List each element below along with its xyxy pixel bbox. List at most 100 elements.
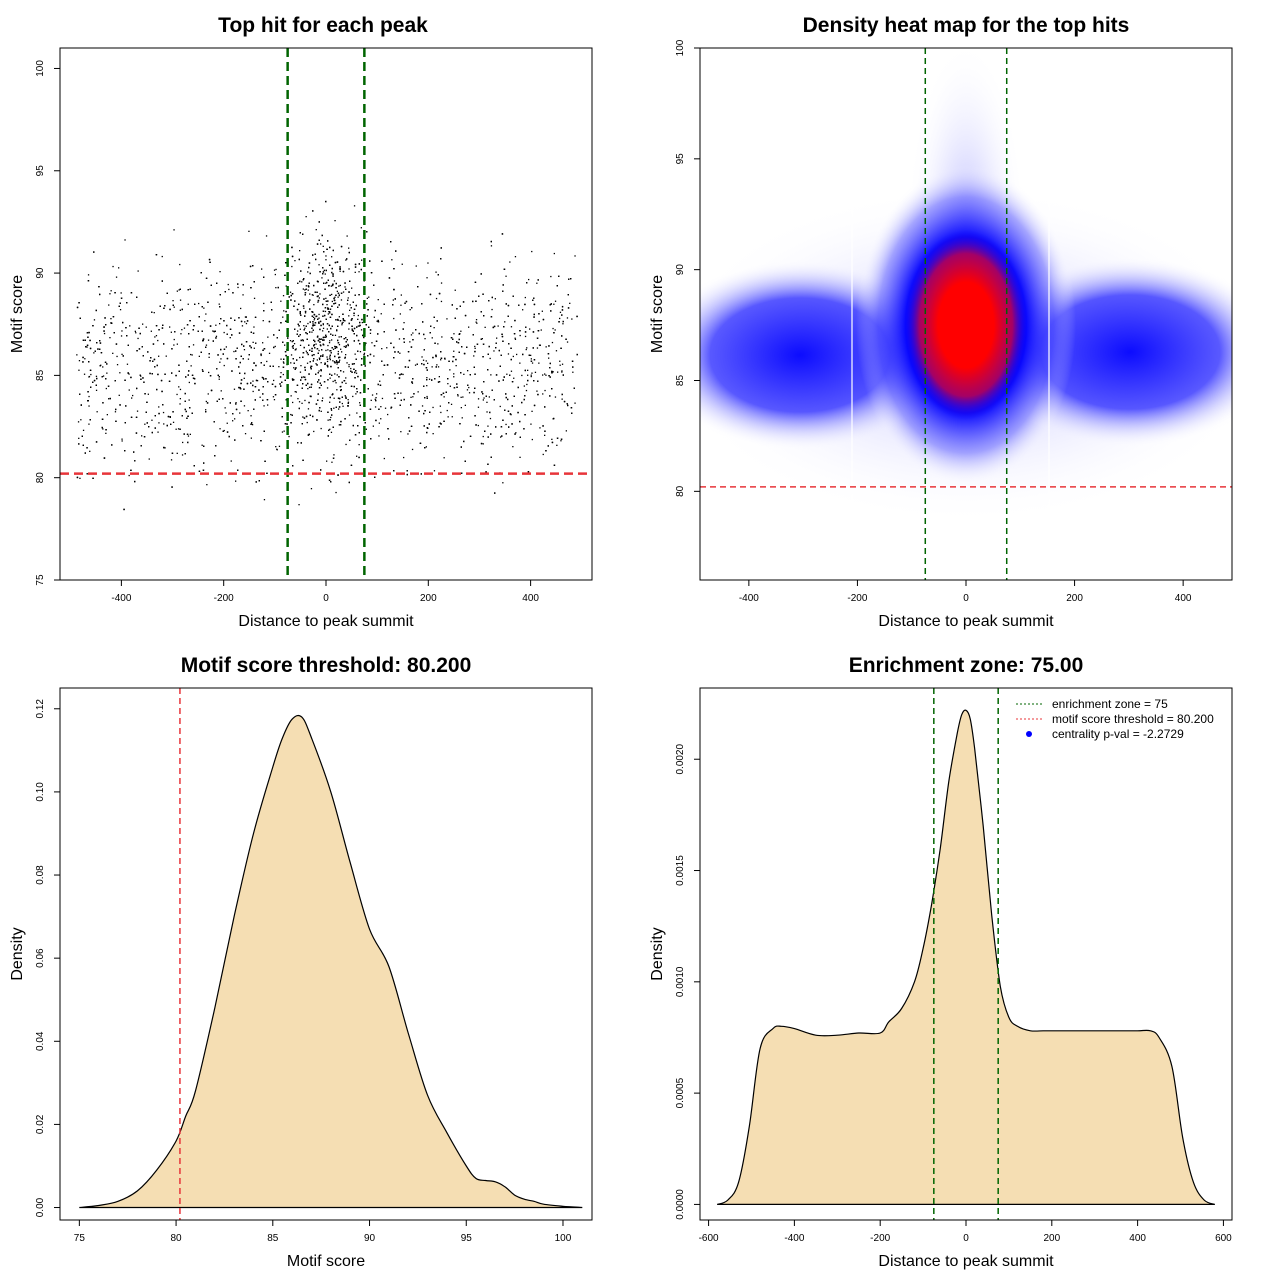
scatter-point xyxy=(376,393,378,395)
scatter-point xyxy=(150,330,152,332)
scatter-point xyxy=(333,280,336,282)
scatter-point xyxy=(528,354,530,356)
scatter-point xyxy=(146,401,148,403)
scatter-point xyxy=(398,338,401,340)
scatter-point xyxy=(309,299,311,301)
scatter-point xyxy=(328,331,330,333)
scatter-point xyxy=(549,376,551,378)
scatter-point xyxy=(447,378,449,380)
scatter-point xyxy=(188,399,190,401)
scatter-point xyxy=(335,406,337,408)
scatter-point xyxy=(166,292,168,294)
scatter-point xyxy=(351,363,354,365)
scatter-point xyxy=(317,399,319,401)
scatter-point xyxy=(337,342,340,344)
scatter-point xyxy=(95,309,97,312)
scatter-point xyxy=(158,422,160,424)
scatter-point xyxy=(299,356,301,359)
scatter-point xyxy=(172,300,174,302)
scatter-point xyxy=(523,398,525,401)
scatter-point xyxy=(531,438,533,441)
scatter-point xyxy=(245,322,248,325)
scatter-point xyxy=(120,297,123,299)
scatter-point xyxy=(334,379,336,382)
scatter-y-label: Motif score xyxy=(9,275,26,353)
scatter-point xyxy=(92,325,94,327)
y-tick-label: 95 xyxy=(675,153,686,165)
scatter-point xyxy=(360,227,362,229)
scatter-point xyxy=(239,361,241,364)
scatter-point xyxy=(499,365,501,367)
scatter-point xyxy=(329,294,331,296)
scatter-point xyxy=(284,274,286,276)
scatter-point xyxy=(372,425,374,427)
scatter-point xyxy=(555,350,558,352)
scatter-point xyxy=(524,335,527,338)
scatter-point xyxy=(238,317,240,319)
scatter-point xyxy=(309,321,311,323)
scatter-point xyxy=(486,411,488,413)
scatter-point xyxy=(285,262,287,264)
scatter-point xyxy=(303,325,305,327)
scatter-point xyxy=(151,419,153,421)
scatter-point xyxy=(283,362,285,364)
scatter-point xyxy=(214,330,216,332)
scatter-point xyxy=(317,352,319,354)
scatter-point xyxy=(424,397,426,399)
scatter-point xyxy=(129,325,131,327)
scatter-point xyxy=(344,286,346,288)
scatter-point xyxy=(315,229,317,231)
scatter-point xyxy=(365,324,367,326)
scatter-point xyxy=(263,302,265,305)
scatter-point xyxy=(523,385,525,387)
scatter-point xyxy=(292,358,294,360)
scatter-point xyxy=(487,463,489,465)
scatter-point xyxy=(321,277,323,279)
scatter-point xyxy=(412,332,414,334)
scatter-point xyxy=(189,433,191,435)
scatter-point xyxy=(371,394,374,396)
scatter-point xyxy=(280,300,282,302)
scatter-point xyxy=(291,293,294,295)
scatter-point xyxy=(335,287,337,289)
scatter-point xyxy=(231,334,233,336)
scatter-point xyxy=(325,318,327,320)
scatter-point xyxy=(209,261,211,263)
scatter-point xyxy=(179,309,181,311)
scatter-point xyxy=(344,418,346,420)
scatter-point xyxy=(148,426,150,428)
scatter-point xyxy=(116,355,118,358)
scatter-point xyxy=(519,436,521,438)
scatter-point xyxy=(276,449,278,451)
scatter-point xyxy=(338,316,340,318)
scatter-point xyxy=(448,402,450,404)
scatter-point xyxy=(299,232,301,234)
scatter-point xyxy=(490,240,492,243)
panel-scatter: Top hit for each peak -400 -200 0 200 400 75… xyxy=(9,14,593,630)
scatter-point xyxy=(234,319,236,321)
scatter-point xyxy=(334,345,336,348)
scatter-point xyxy=(522,353,524,356)
scatter-point xyxy=(272,396,275,398)
scatter-point xyxy=(208,356,210,358)
scatter-point xyxy=(362,334,364,337)
scatter-point xyxy=(314,253,316,255)
scatter-point xyxy=(456,308,458,310)
scatter-point xyxy=(315,403,318,405)
scatter-point xyxy=(134,330,136,332)
scatter-point xyxy=(267,404,269,406)
scatter-point xyxy=(233,350,235,353)
scatter-point xyxy=(345,259,347,261)
scatter-point xyxy=(171,372,173,374)
scatter-point xyxy=(281,381,283,383)
scatter-point xyxy=(130,292,133,294)
scatter-point xyxy=(304,369,306,371)
scatter-point xyxy=(524,331,527,333)
scatter-point xyxy=(562,320,564,323)
scatter-point xyxy=(476,322,478,324)
scatter-point xyxy=(501,333,503,335)
scatter-point xyxy=(554,396,557,398)
scatter-point xyxy=(532,347,534,349)
scatter-point xyxy=(527,369,529,371)
